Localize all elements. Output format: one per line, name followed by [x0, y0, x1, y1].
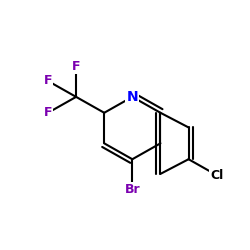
Text: N: N	[126, 90, 138, 104]
Text: F: F	[72, 60, 80, 73]
Text: Br: Br	[124, 183, 140, 196]
Text: F: F	[44, 106, 52, 119]
Text: Cl: Cl	[210, 168, 223, 181]
Text: F: F	[44, 74, 52, 88]
